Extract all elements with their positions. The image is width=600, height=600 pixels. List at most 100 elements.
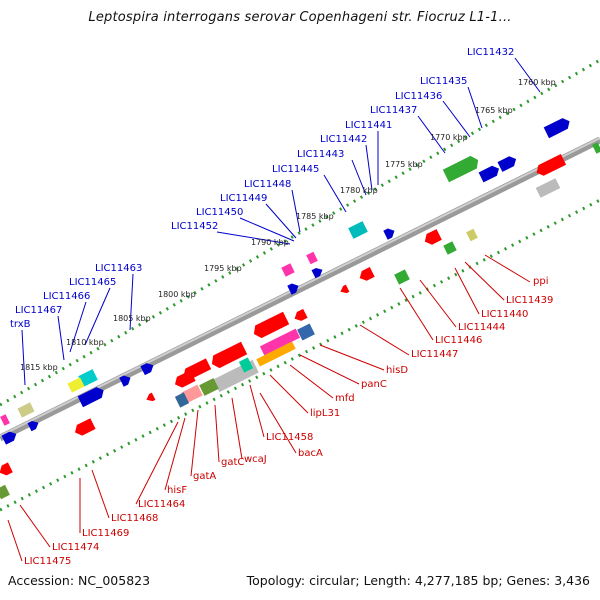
kbp-label: 1785 kbp [296, 212, 334, 221]
gene-label-reverse[interactable]: hisF [167, 485, 187, 496]
leader-line-reverse [231, 397, 243, 460]
gene-block-reverse[interactable] [174, 392, 190, 408]
gene-label-reverse[interactable]: LIC11464 [138, 499, 185, 510]
gene-block-reverse[interactable] [253, 311, 290, 339]
gene-block-reverse[interactable] [238, 357, 254, 373]
gene-block-reverse[interactable] [592, 142, 600, 154]
gene-block-reverse[interactable] [297, 323, 315, 341]
gene-label-forward[interactable]: LIC11463 [95, 263, 142, 274]
gene-block-reverse[interactable] [424, 229, 442, 245]
gene-label-forward[interactable]: LIC11448 [244, 179, 291, 190]
gene-label-reverse[interactable]: gatC [221, 457, 244, 468]
gene-block-forward[interactable] [67, 377, 85, 393]
gene-label-reverse[interactable]: lipL31 [310, 408, 340, 419]
gene-label-forward[interactable]: LIC11435 [420, 76, 467, 87]
leader-line-reverse [454, 267, 480, 315]
gene-label-reverse[interactable]: ppi [533, 276, 548, 287]
gene-block-forward[interactable] [78, 369, 98, 387]
leader-line-reverse [289, 364, 334, 399]
gene-label-reverse[interactable]: gatA [193, 471, 216, 482]
gene-block-reverse[interactable] [535, 178, 561, 198]
gene-label-forward[interactable]: LIC11437 [370, 105, 417, 116]
gene-label-forward[interactable]: LIC11450 [196, 207, 243, 218]
gene-label-reverse[interactable]: LIC11475 [24, 556, 71, 567]
gene-block-forward[interactable] [17, 402, 35, 418]
gene-block-forward[interactable] [543, 118, 570, 139]
gene-label-forward[interactable]: LIC11467 [15, 305, 62, 316]
kbp-label: 1795 kbp [204, 264, 242, 273]
gene-block-forward[interactable] [478, 165, 499, 183]
gene-block-forward[interactable] [140, 363, 154, 376]
gene-block-reverse[interactable] [340, 284, 350, 294]
gene-label-reverse[interactable]: LIC11439 [506, 295, 553, 306]
gene-block-reverse[interactable] [199, 378, 219, 396]
gene-block-forward[interactable] [348, 221, 368, 239]
leader-line-forward [239, 217, 295, 242]
gene-label-forward[interactable]: LIC11449 [220, 193, 267, 204]
gene-label-reverse[interactable]: LIC11469 [82, 528, 129, 539]
gene-block-reverse[interactable] [0, 462, 13, 476]
gene-label-reverse[interactable]: LIC11446 [435, 335, 482, 346]
gene-label-reverse[interactable]: LIC11474 [52, 542, 99, 553]
kbp-label: 1760 kbp [518, 78, 556, 87]
kbp-label: 1800 kbp [158, 290, 196, 299]
gene-label-reverse[interactable]: wcaJ [244, 454, 267, 465]
gene-block-forward[interactable] [119, 375, 131, 387]
gene-label-reverse[interactable]: mfd [335, 393, 355, 404]
gene-block-reverse[interactable] [211, 341, 248, 369]
gene-block-reverse[interactable] [359, 267, 375, 281]
gene-label-reverse[interactable]: hisD [386, 365, 408, 376]
gene-label-reverse[interactable]: bacA [298, 448, 323, 459]
gene-block-reverse[interactable] [466, 228, 478, 242]
gene-label-forward[interactable]: LIC11441 [345, 120, 392, 131]
gene-block-forward[interactable] [27, 421, 39, 432]
gene-label-forward[interactable]: LIC11452 [171, 221, 218, 232]
leader-line-reverse [269, 374, 309, 414]
gene-block-forward[interactable] [287, 283, 299, 295]
gene-block-forward[interactable] [306, 251, 318, 265]
gene-label-reverse[interactable]: LIC11444 [458, 322, 505, 333]
gene-block-reverse[interactable] [0, 484, 10, 500]
gene-block-forward[interactable] [497, 156, 517, 172]
gene-label-reverse[interactable]: LIC11458 [266, 432, 313, 443]
gene-block-reverse[interactable] [146, 392, 156, 402]
gene-label-forward[interactable]: LIC11436 [395, 91, 442, 102]
leader-line-reverse [399, 287, 434, 341]
gene-label-forward[interactable]: LIC11466 [43, 291, 90, 302]
gene-block-reverse[interactable] [175, 370, 196, 388]
gene-block-forward[interactable] [281, 263, 295, 277]
gene-block-forward[interactable] [0, 414, 10, 426]
gene-block-reverse[interactable] [259, 328, 301, 356]
gene-block-reverse[interactable] [294, 308, 308, 321]
gene-block-forward[interactable] [77, 387, 104, 408]
gene-label-forward[interactable]: trxB [10, 319, 31, 330]
gene-label-forward[interactable]: LIC11445 [272, 164, 319, 175]
gene-label-reverse[interactable]: LIC11447 [411, 349, 458, 360]
gene-block-forward[interactable] [1, 431, 17, 445]
gene-label-forward[interactable]: LIC11432 [467, 47, 514, 58]
gene-block-reverse[interactable] [256, 341, 296, 367]
leader-line-forward [323, 174, 347, 213]
gene-block-forward[interactable] [442, 155, 479, 183]
gene-label-reverse[interactable]: LIC11468 [111, 513, 158, 524]
leader-line-forward [84, 287, 111, 346]
gene-block-forward[interactable] [383, 228, 395, 240]
gene-label-reverse[interactable]: panC [361, 379, 387, 390]
gene-block-reverse[interactable] [394, 269, 410, 285]
gene-label-reverse[interactable]: LIC11440 [481, 309, 528, 320]
gene-label-forward[interactable]: LIC11443 [297, 149, 344, 160]
gene-block-reverse[interactable] [536, 154, 567, 176]
leader-line-reverse [19, 504, 51, 548]
gene-label-forward[interactable]: LIC11465 [69, 277, 116, 288]
leader-line-forward [351, 159, 367, 196]
kbp-label: 1815 kbp [20, 363, 58, 372]
genome-summary-text: Topology: circular; Length: 4,277,185 bp… [246, 573, 590, 588]
gene-label-forward[interactable]: LIC11442 [320, 134, 367, 145]
leader-line-forward [216, 231, 291, 245]
gene-block-forward[interactable] [311, 268, 323, 279]
leader-line-forward [69, 301, 87, 353]
genome-backbone-highlight [0, 137, 600, 437]
gene-block-reverse[interactable] [443, 241, 457, 255]
gene-block-reverse[interactable] [75, 418, 96, 436]
leader-line-forward [265, 203, 297, 239]
